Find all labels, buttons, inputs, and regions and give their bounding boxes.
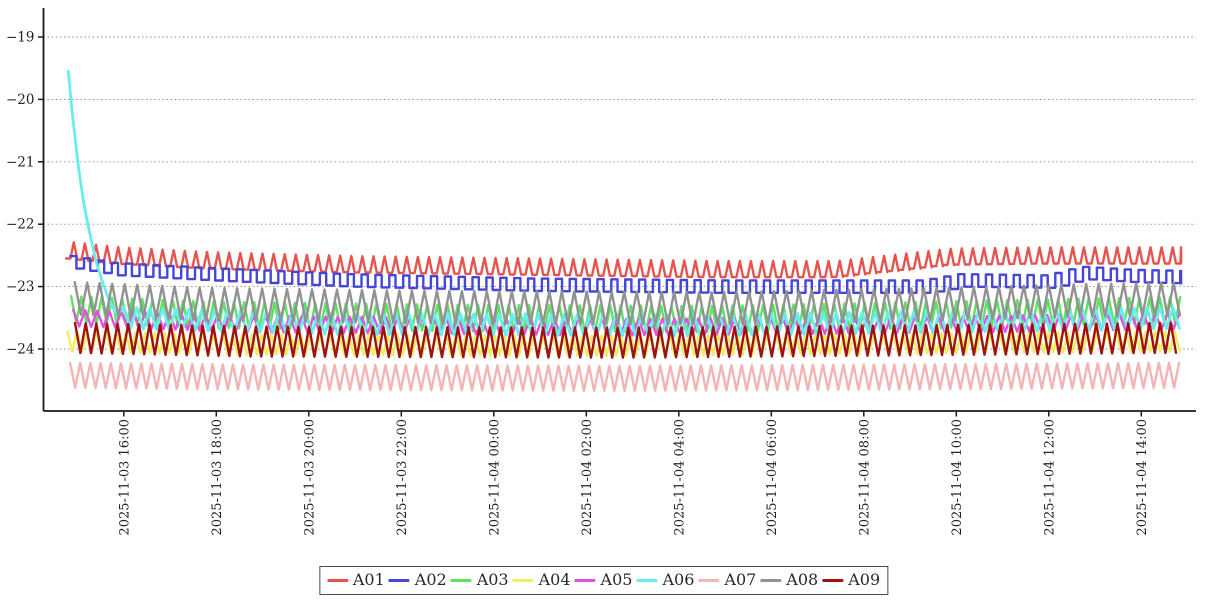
y-tick-label: −22	[6, 217, 35, 233]
legend-label: A01	[352, 570, 385, 589]
legend-swatch-a08	[760, 578, 782, 582]
legend-label: A02	[414, 570, 447, 589]
legend: A01 A02 A03 A04 A05 A06 A07 A08 A09	[318, 566, 889, 595]
x-tick-label: 2025-11-03 20:00	[302, 419, 317, 536]
legend-item-a04: A04	[512, 569, 571, 591]
series-line-a02	[68, 254, 1183, 294]
x-tick-label: 2025-11-04 08:00	[857, 419, 872, 536]
x-tick-label: 2025-11-03 22:00	[395, 419, 410, 536]
legend-swatch-a04	[512, 578, 534, 582]
x-tick-label: 2025-11-04 04:00	[672, 419, 687, 536]
legend-item-a02: A02	[388, 569, 447, 591]
legend-swatch-a03	[450, 578, 472, 582]
legend-label: A06	[662, 570, 695, 589]
legend-label: A07	[724, 570, 757, 589]
legend-swatch-a09	[822, 578, 844, 582]
legend-label: A05	[600, 570, 633, 589]
legend-swatch-a01	[326, 578, 348, 582]
y-tick-label: −23	[6, 279, 35, 295]
legend-item-a06: A06	[636, 569, 694, 591]
legend-item-a01: A01	[326, 569, 385, 591]
legend-swatch-a05	[574, 578, 596, 582]
x-tick-label: 2025-11-04 06:00	[765, 419, 780, 536]
series-line-a08	[73, 280, 1182, 326]
y-tick-label: −19	[6, 30, 35, 46]
y-tick-label: −21	[6, 154, 35, 170]
legend-label: A04	[538, 570, 571, 589]
x-tick-label: 2025-11-04 02:00	[580, 419, 595, 536]
x-tick-label: 2025-11-04 10:00	[950, 419, 965, 536]
legend-label: A03	[476, 570, 509, 589]
x-tick-label: 2025-11-04 12:00	[1042, 419, 1057, 536]
y-tick-label: −24	[6, 342, 35, 358]
legend-item-a07: A07	[698, 569, 756, 591]
legend-swatch-a06	[636, 578, 658, 582]
legend-item-a08: A08	[760, 569, 818, 591]
x-tick-label: 2025-11-04 14:00	[1135, 419, 1150, 536]
series-line-a01	[64, 241, 1183, 279]
x-tick-label: 2025-11-03 16:00	[117, 419, 132, 536]
y-tick-label: −20	[6, 92, 35, 108]
legend-label: A08	[786, 570, 819, 589]
legend-item-a05: A05	[574, 569, 633, 591]
legend-label: A09	[848, 570, 881, 589]
series-line-a07	[68, 361, 1181, 392]
x-tick-label: 2025-11-03 18:00	[210, 419, 225, 536]
legend-item-a09: A09	[822, 569, 880, 591]
legend-swatch-a02	[388, 578, 410, 582]
legend-item-a03: A03	[450, 569, 509, 591]
legend-swatch-a07	[698, 578, 720, 582]
series-line-a09	[73, 321, 1178, 359]
x-tick-label: 2025-11-04 00:00	[487, 419, 502, 536]
